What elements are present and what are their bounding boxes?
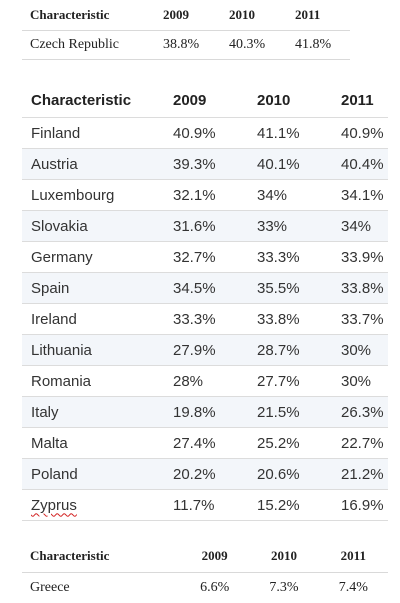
cell-country: Ireland (22, 304, 164, 335)
column-header-characteristic: Characteristic (22, 540, 180, 573)
table-row: Czech Republic 38.8% 40.3% 41.8% (22, 31, 350, 60)
column-header-2010: 2010 (221, 0, 287, 31)
table-row: Austria 39.3% 40.1% 40.4% (22, 149, 388, 180)
cell-2009: 33.3% (164, 304, 248, 335)
cell-2011: 40.4% (332, 149, 388, 180)
cell-2011: 41.8% (287, 31, 350, 60)
cell-2009: 11.7% (164, 490, 248, 521)
table-header-row: Characteristic 2009 2010 2011 (22, 84, 388, 118)
column-header-2009: 2009 (155, 0, 221, 31)
cell-country: Austria (22, 149, 164, 180)
cell-country: Poland (22, 459, 164, 490)
table-header-row: Characteristic 2009 2010 2011 (22, 540, 388, 573)
cell-2010: 15.2% (248, 490, 332, 521)
column-header-2009: 2009 (180, 540, 249, 573)
cell-2010: 35.5% (248, 273, 332, 304)
cell-2009: 28% (164, 366, 248, 397)
cell-2011: 30% (332, 335, 388, 366)
cell-2010: 21.5% (248, 397, 332, 428)
cell-2011: 7.4% (319, 573, 388, 603)
column-header-2011: 2011 (287, 0, 350, 31)
table-row: Luxembourg 32.1% 34% 34.1% (22, 180, 388, 211)
cell-2009: 31.6% (164, 211, 248, 242)
cell-2011: 21.2% (332, 459, 388, 490)
cell-country: Czech Republic (22, 31, 155, 60)
table-row: Ireland 33.3% 33.8% 33.7% (22, 304, 388, 335)
cell-2010: 34% (248, 180, 332, 211)
cell-2010: 40.3% (221, 31, 287, 60)
cell-2009: 27.9% (164, 335, 248, 366)
cell-2010: 33.3% (248, 242, 332, 273)
cell-2010: 25.2% (248, 428, 332, 459)
cell-2010: 33.8% (248, 304, 332, 335)
cell-2009: 34.5% (164, 273, 248, 304)
cell-2011: 26.3% (332, 397, 388, 428)
table-row: Romania 28% 27.7% 30% (22, 366, 388, 397)
cell-2011: 34.1% (332, 180, 388, 211)
table-row: Lithuania 27.9% 28.7% 30% (22, 335, 388, 366)
column-header-2010: 2010 (249, 540, 318, 573)
cell-2009: 38.8% (155, 31, 221, 60)
cell-2011: 40.9% (332, 118, 388, 149)
table-row: Slovakia 31.6% 33% 34% (22, 211, 388, 242)
table-row: Malta 27.4% 25.2% 22.7% (22, 428, 388, 459)
cell-2010: 28.7% (248, 335, 332, 366)
cell-country: Germany (22, 242, 164, 273)
table-row: Finland 40.9% 41.1% 40.9% (22, 118, 388, 149)
table-bottom: Characteristic 2009 2010 2011 Greece 6.6… (22, 540, 388, 603)
table-top: Characteristic 2009 2010 2011 Czech Repu… (22, 0, 350, 60)
column-header-characteristic: Characteristic (22, 0, 155, 31)
cell-2009: 6.6% (180, 573, 249, 603)
table-row: Poland 20.2% 20.6% 21.2% (22, 459, 388, 490)
cell-2011: 30% (332, 366, 388, 397)
table-main: Characteristic 2009 2010 2011 Finland 40… (22, 84, 388, 521)
cell-country: Zyprus (22, 490, 164, 521)
cell-2010: 20.6% (248, 459, 332, 490)
cell-2011: 33.9% (332, 242, 388, 273)
cell-country: Luxembourg (22, 180, 164, 211)
cell-2011: 34% (332, 211, 388, 242)
cell-country: Lithuania (22, 335, 164, 366)
cell-country: Italy (22, 397, 164, 428)
cell-country: Slovakia (22, 211, 164, 242)
cell-2009: 27.4% (164, 428, 248, 459)
cell-2010: 33% (248, 211, 332, 242)
cell-country: Finland (22, 118, 164, 149)
cell-2010: 40.1% (248, 149, 332, 180)
table-header-row: Characteristic 2009 2010 2011 (22, 0, 350, 31)
cell-country: Spain (22, 273, 164, 304)
cell-2011: 16.9% (332, 490, 388, 521)
column-header-2009: 2009 (164, 84, 248, 118)
table-row: Germany 32.7% 33.3% 33.9% (22, 242, 388, 273)
column-header-2011: 2011 (332, 84, 388, 118)
cell-2011: 33.8% (332, 273, 388, 304)
cell-2010: 7.3% (249, 573, 318, 603)
column-header-2011: 2011 (319, 540, 388, 573)
cell-2009: 19.8% (164, 397, 248, 428)
column-header-2010: 2010 (248, 84, 332, 118)
cell-country: Greece (22, 573, 180, 603)
cell-2009: 32.7% (164, 242, 248, 273)
table-row: Spain 34.5% 35.5% 33.8% (22, 273, 388, 304)
spellcheck-flagged-text: Zyprus (31, 497, 77, 514)
cell-2011: 33.7% (332, 304, 388, 335)
cell-2009: 39.3% (164, 149, 248, 180)
cell-2009: 32.1% (164, 180, 248, 211)
table-row: Zyprus 11.7% 15.2% 16.9% (22, 490, 388, 521)
cell-2009: 20.2% (164, 459, 248, 490)
cell-2010: 27.7% (248, 366, 332, 397)
cell-country: Malta (22, 428, 164, 459)
cell-country: Romania (22, 366, 164, 397)
cell-2010: 41.1% (248, 118, 332, 149)
table-row: Italy 19.8% 21.5% 26.3% (22, 397, 388, 428)
column-header-characteristic: Characteristic (22, 84, 164, 118)
cell-2009: 40.9% (164, 118, 248, 149)
cell-2011: 22.7% (332, 428, 388, 459)
table-row: Greece 6.6% 7.3% 7.4% (22, 573, 388, 603)
